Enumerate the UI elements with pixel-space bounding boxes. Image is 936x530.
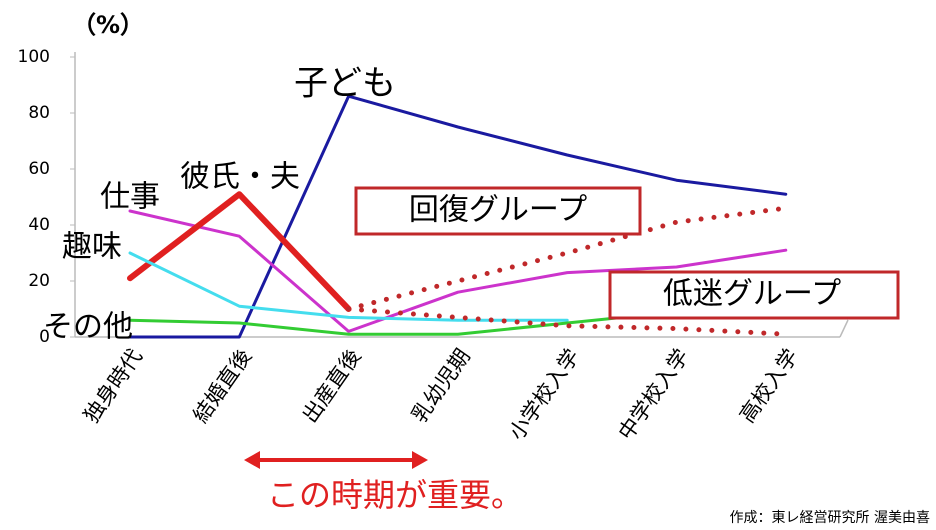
- y-tick-label: 0: [39, 327, 50, 347]
- y-tick-label: 60: [28, 159, 50, 179]
- series-line: [346, 205, 789, 312]
- annotation: この時期が重要。: [267, 476, 523, 514]
- x-tick-label: 小学校入学: [504, 345, 584, 445]
- label-box: [608, 270, 900, 320]
- axis-depth: [839, 319, 849, 338]
- series-label: 子ども: [294, 64, 396, 104]
- y-tick-label: 20: [28, 271, 50, 291]
- y-tick-label: 80: [28, 103, 50, 123]
- x-tick-label: 高校入学: [735, 345, 803, 428]
- series-label: 趣味: [62, 230, 122, 265]
- x-tick-label: 出産直後: [298, 345, 366, 428]
- y-tick-label: 100: [18, 47, 50, 67]
- x-tick-label: 乳幼児期: [407, 345, 475, 428]
- x-tick-label: 中学校入学: [614, 345, 694, 445]
- period-arrow: [244, 451, 428, 469]
- series-label: 彼氏・夫: [180, 160, 300, 195]
- series-label: その他: [43, 310, 133, 345]
- series-line: [128, 310, 678, 336]
- unit-label: （%）: [72, 11, 144, 39]
- source: 作成：東レ経営研究所 渥美由喜: [730, 510, 930, 526]
- series-line: [127, 191, 352, 312]
- series-label: 回復グループ: [409, 193, 587, 228]
- label-box: [354, 186, 642, 236]
- series-label: 仕事: [100, 180, 160, 215]
- series-line: [346, 306, 789, 337]
- series-label: 低迷グループ: [663, 277, 841, 312]
- series-line: [128, 94, 788, 339]
- series-line: [128, 209, 788, 333]
- x-tick-label: 独身時代: [79, 345, 147, 428]
- y-tick-label: 40: [28, 215, 50, 235]
- x-tick-label: 結婚直後: [188, 345, 256, 428]
- series-line: [128, 251, 569, 322]
